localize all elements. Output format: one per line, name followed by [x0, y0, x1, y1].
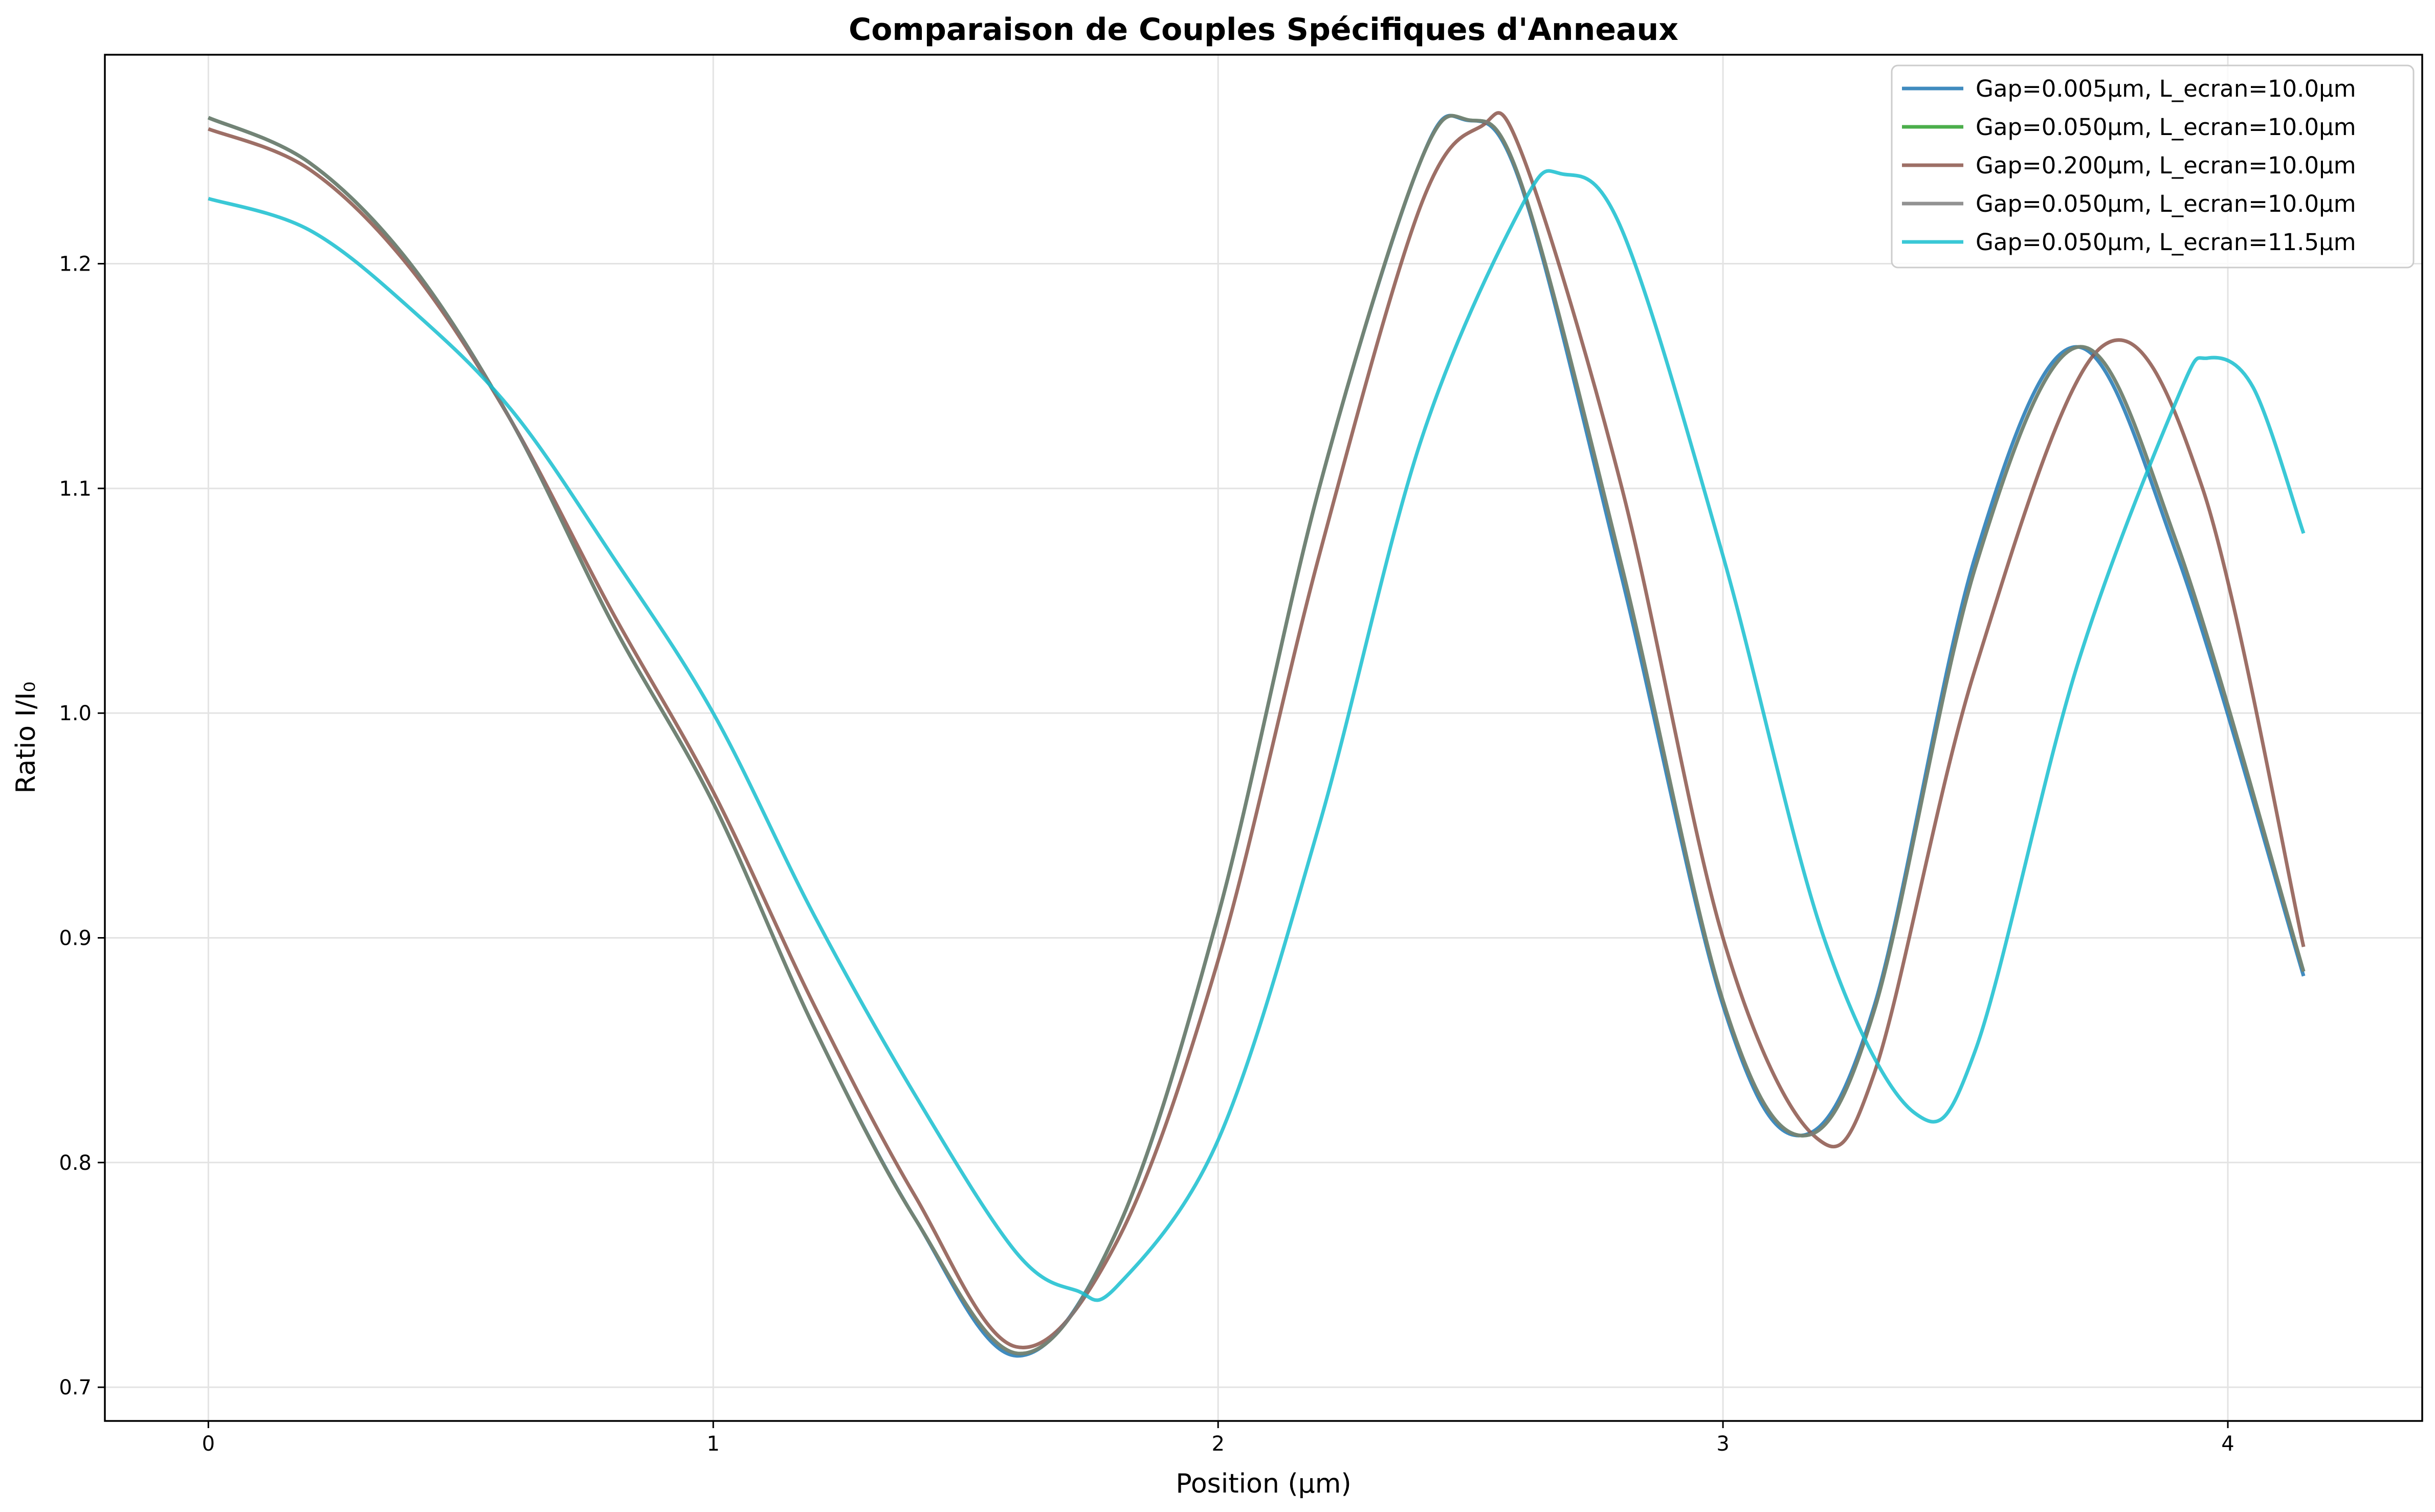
x-axis-label: Position (µm)	[1176, 1469, 1351, 1499]
series-line-3	[207, 111, 2306, 1349]
chart-title: Comparaison de Couples Spécifiques d'Ann…	[849, 12, 1678, 48]
y-tick-label: 1.0	[59, 702, 92, 725]
legend: Gap=0.005µm, L_ecran=10.0µm Gap=0.050µm, …	[1891, 64, 2415, 269]
y-tick-label: 0.8	[59, 1151, 92, 1175]
x-tick-label: 3	[1716, 1432, 1729, 1456]
y-tick-label: 1.2	[59, 253, 92, 276]
y-tick-label: 1.1	[59, 477, 92, 501]
x-tick-label: 1	[707, 1432, 720, 1456]
x-tick-label: 4	[2221, 1432, 2234, 1456]
legend-label-3: Gap=0.200µm, L_ecran=10.0µm	[1976, 152, 2356, 179]
x-tick-label: 0	[202, 1432, 215, 1456]
x-tick-label: 2	[1211, 1432, 1224, 1456]
legend-entries: Gap=0.005µm, L_ecran=10.0µm Gap=0.050µm, …	[1902, 75, 2356, 256]
series-line-5	[208, 169, 2306, 1302]
series-lines	[207, 111, 2306, 1358]
series-line-4	[207, 114, 2306, 1355]
legend-label-2: Gap=0.050µm, L_ecran=10.0µm	[1976, 114, 2356, 141]
legend-label-1: Gap=0.005µm, L_ecran=10.0µm	[1976, 75, 2356, 102]
legend-label-4: Gap=0.050µm, L_ecran=10.0µm	[1976, 190, 2356, 217]
axis-ticks: 0 1 2 3 4 0.7 0.8 0.9 1.0 1.1 1.2	[59, 253, 2234, 1456]
y-tick-label: 0.7	[59, 1376, 92, 1399]
legend-box	[1891, 64, 2415, 269]
plot-frame	[104, 54, 2423, 1422]
y-tick-label: 0.9	[59, 926, 92, 950]
legend-label-5: Gap=0.050µm, L_ecran=11.5µm	[1976, 229, 2356, 256]
y-axis-label: Ratio I/I₀	[11, 681, 41, 793]
